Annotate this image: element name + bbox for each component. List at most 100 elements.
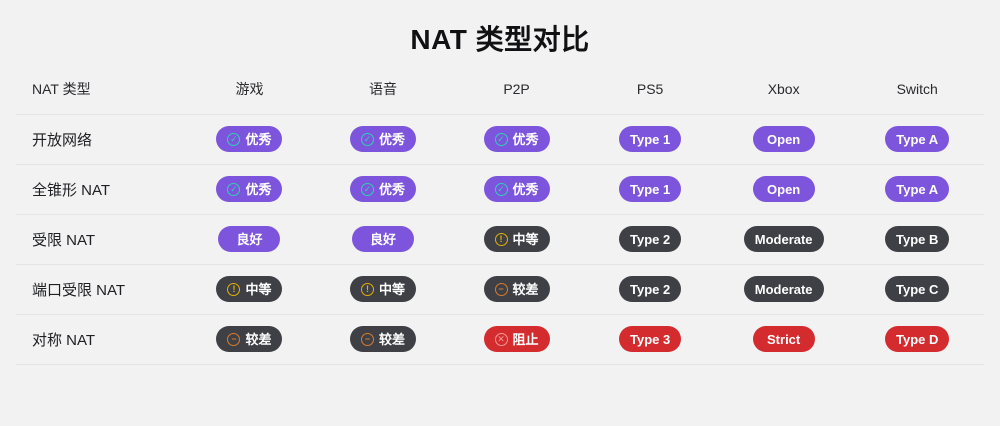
block-circle-icon: ✕	[494, 332, 508, 346]
table-cell: ! 中等	[316, 264, 450, 315]
status-badge: − 较差	[350, 326, 417, 352]
minus-circle-icon: −	[361, 332, 374, 346]
table-cell: Open	[716, 164, 851, 215]
column-header-switch: Switch	[850, 64, 984, 115]
status-badge: ✓ 优秀	[483, 126, 550, 152]
table-cell: Type 3	[583, 314, 717, 365]
table-row: 受限 NAT 良好 良好! 中等 Type 2 Moderate Type B	[16, 214, 984, 265]
table-cell: 良好	[316, 214, 450, 265]
minus-circle-icon: −	[494, 282, 508, 296]
table-body: 开放网络 ✓ 优秀 ✓ 优秀 ✓ 优秀 Type 1 Open Type A 全锥形 NAT ✓ 优秀 ✓…	[16, 114, 984, 365]
table-cell: Type C	[850, 264, 984, 315]
status-badge: − 较差	[483, 276, 550, 302]
status-badge: ✓ 优秀	[350, 176, 417, 202]
badge-label: 优秀	[512, 131, 539, 147]
table-cell: Type B	[850, 214, 984, 265]
table-cell: ✓ 优秀	[449, 164, 584, 215]
badge-label: 良好	[236, 231, 263, 247]
table-cell: Type A	[850, 114, 984, 165]
badge-label: Moderate	[754, 231, 813, 247]
table-cell: Strict	[716, 314, 851, 365]
status-badge: ! 中等	[350, 276, 417, 302]
row-label: 开放网络	[16, 114, 183, 165]
check-circle-icon: ✓	[227, 132, 241, 146]
badge-label: Type 1	[629, 181, 671, 197]
badge-label: Type 1	[629, 131, 671, 147]
badge-label: 优秀	[379, 181, 406, 197]
table-row: 端口受限 NAT! 中等! 中等 − 较差 Type 2 Moderate Type C	[16, 264, 984, 315]
table-cell: − 较差	[316, 314, 450, 365]
column-header-nat-type: NAT 类型	[16, 64, 183, 115]
badge-label: 较差	[512, 281, 539, 297]
table-cell: Type 2	[583, 214, 717, 265]
status-badge: 良好	[218, 226, 281, 252]
table-header-row: NAT 类型 游戏 语音 P2P PS5 Xbox Switch	[16, 64, 984, 115]
warning-circle-icon: !	[227, 282, 241, 296]
status-badge: Open	[752, 176, 815, 202]
status-badge: ✓ 优秀	[216, 126, 283, 152]
status-badge: − 较差	[216, 326, 283, 352]
status-badge: Type 1	[618, 176, 682, 202]
table-cell: 良好	[182, 214, 317, 265]
status-badge: Type 2	[618, 276, 682, 302]
badge-label: 阻止	[512, 331, 539, 347]
table-row: 对称 NAT − 较差 − 较差 ✕ 阻止 Type 3 Strict Type D	[16, 314, 984, 365]
status-badge: Strict	[752, 326, 815, 352]
status-badge: Type 2	[618, 226, 682, 252]
row-label: 端口受限 NAT	[16, 264, 183, 315]
table-cell: Type 1	[583, 164, 717, 215]
badge-label: Type 3	[629, 331, 671, 347]
row-label: 对称 NAT	[16, 314, 183, 365]
badge-label: Type D	[896, 331, 939, 347]
table-cell: ! 中等	[449, 214, 584, 265]
status-badge: ! 中等	[216, 276, 283, 302]
badge-label: Type 2	[629, 231, 671, 247]
badge-label: 优秀	[245, 131, 272, 147]
status-badge: ✓ 优秀	[216, 176, 283, 202]
badge-label: Type A	[896, 181, 939, 197]
status-badge: Type C	[885, 276, 950, 302]
table-cell: Type A	[850, 164, 984, 215]
table-cell: Type D	[850, 314, 984, 365]
nat-comparison-table: NAT 类型 游戏 语音 P2P PS5 Xbox Switch 开放网络 ✓ 优秀 ✓ 优秀 ✓ 优秀…	[16, 64, 984, 365]
table-cell: Type 1	[583, 114, 717, 165]
status-badge: Type B	[885, 226, 950, 252]
badge-label: 较差	[379, 331, 406, 347]
minus-circle-icon: −	[227, 332, 241, 346]
table-cell: Moderate	[716, 264, 851, 315]
status-badge: Type D	[885, 326, 950, 352]
check-circle-icon: ✓	[361, 132, 374, 146]
badge-label: 优秀	[512, 181, 539, 197]
check-circle-icon: ✓	[361, 182, 374, 196]
table-cell: Moderate	[716, 214, 851, 265]
column-header-xbox: Xbox	[716, 64, 851, 115]
warning-circle-icon: !	[361, 282, 374, 296]
status-badge: Open	[752, 126, 815, 152]
badge-label: 优秀	[245, 181, 272, 197]
badge-label: Open	[767, 181, 801, 197]
status-badge: ✓ 优秀	[350, 126, 417, 152]
table-row: 全锥形 NAT ✓ 优秀 ✓ 优秀 ✓ 优秀 Type 1 Open Type A	[16, 164, 984, 215]
table-cell: ✓ 优秀	[182, 114, 317, 165]
badge-label: Type B	[896, 231, 939, 247]
column-header-ps5: PS5	[583, 64, 717, 115]
badge-label: 中等	[512, 231, 539, 247]
status-badge: Moderate	[743, 226, 824, 252]
table-cell: ✓ 优秀	[182, 164, 317, 215]
table-cell: − 较差	[449, 264, 584, 315]
check-circle-icon: ✓	[494, 132, 508, 146]
table-cell: − 较差	[182, 314, 317, 365]
badge-label: Type 2	[629, 281, 671, 297]
status-badge: Type 1	[618, 126, 682, 152]
check-circle-icon: ✓	[494, 182, 508, 196]
badge-label: Strict	[767, 331, 801, 347]
check-circle-icon: ✓	[227, 182, 241, 196]
badge-label: 优秀	[379, 131, 406, 147]
status-badge: Type 3	[618, 326, 682, 352]
column-header-p2p: P2P	[449, 64, 584, 115]
table-cell: ! 中等	[182, 264, 317, 315]
table-cell: ✓ 优秀	[316, 164, 450, 215]
status-badge: 良好	[352, 226, 414, 252]
page-title: NAT 类型对比	[410, 24, 590, 55]
badge-label: 中等	[245, 281, 272, 297]
